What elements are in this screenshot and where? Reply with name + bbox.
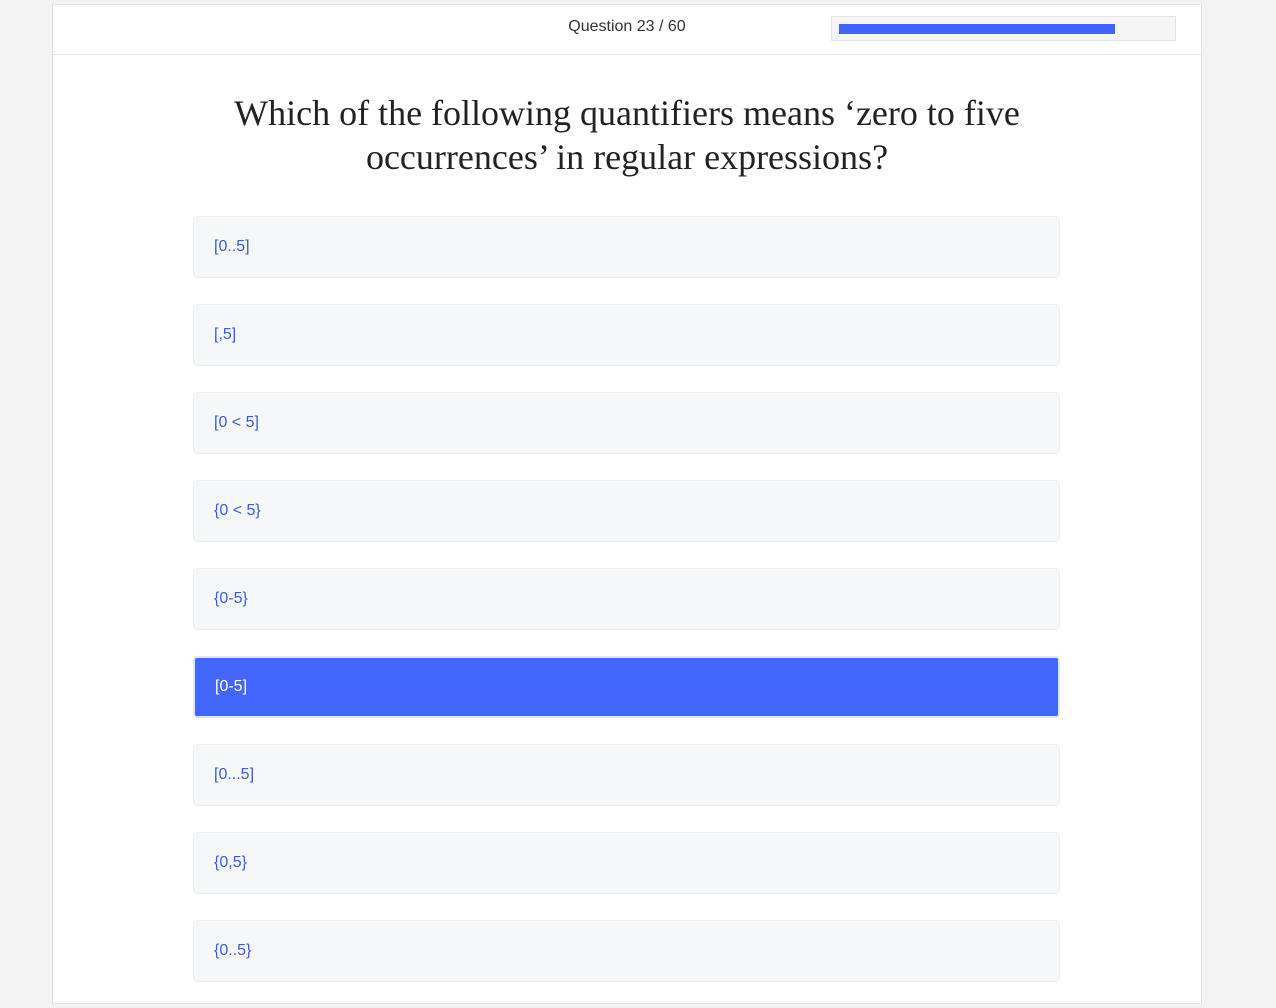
answer-option[interactable]: [0 < 5]	[193, 392, 1060, 454]
answer-option[interactable]: [,5]	[193, 304, 1060, 366]
answer-option[interactable]: [0...5]	[193, 744, 1060, 806]
answer-option-selected[interactable]: [0-5]	[193, 656, 1060, 718]
question-counter: Question 23 / 60	[568, 18, 686, 35]
answer-option[interactable]: {0 < 5}	[193, 480, 1060, 542]
quiz-header: Question 23 / 60	[53, 5, 1201, 55]
quiz-card: Question 23 / 60 Which of the following …	[52, 4, 1202, 1004]
answer-option[interactable]: {0..5}	[193, 920, 1060, 982]
answer-option[interactable]: [0..5]	[193, 216, 1060, 278]
answer-option[interactable]: {0,5}	[193, 832, 1060, 894]
question-text: Which of the following quantifiers means…	[234, 93, 1020, 177]
answer-list: [0..5] [,5] [0 < 5] {0 < 5} {0-5} [0-5] …	[193, 216, 1060, 1008]
answer-option[interactable]: {0-5}	[193, 568, 1060, 630]
progress-bar-fill	[839, 24, 1115, 34]
progress-bar	[831, 16, 1176, 41]
